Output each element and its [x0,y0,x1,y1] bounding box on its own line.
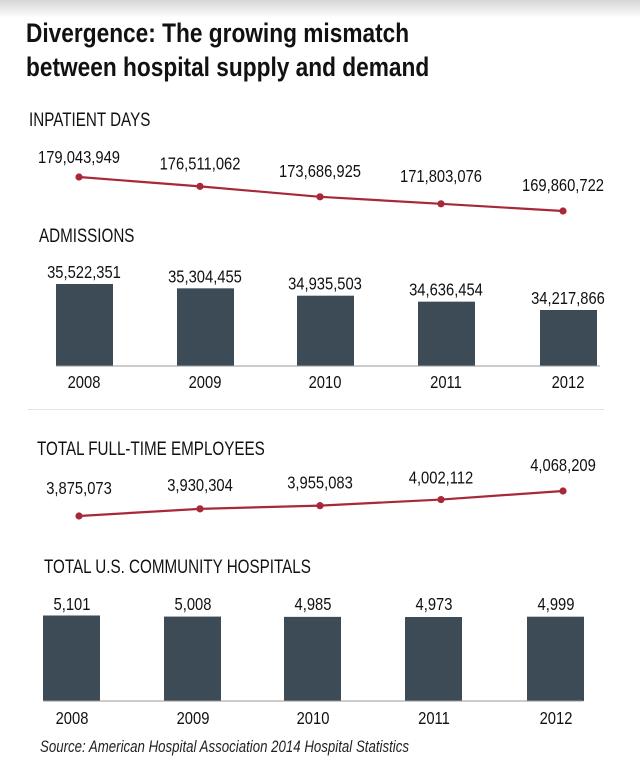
chart-3-bar-2012 [527,616,584,701]
chart-2-point-2008 [75,512,83,520]
chart-0-label-2008: 179,043,949 [38,148,120,168]
chart-3-xtick-2011: 2011 [418,709,450,729]
chart-3-xtick-2010: 2010 [297,709,330,729]
chart-0-point-2012 [559,207,567,215]
chart-3-value-2012: 4,999 [538,595,575,615]
chart-3-xtick-2009: 2009 [177,709,210,729]
chart-3-xtick-2012: 2012 [540,709,573,729]
chart-2-point-2011 [437,495,445,504]
chart-3-value-2010: 4,985 [295,595,332,615]
title-line-2: between hospital supply and demand [26,52,430,82]
chart-3-bar-2009 [164,616,221,701]
chart-0-point-2009 [196,182,204,190]
chart-0-point-2008 [75,173,83,181]
chart-2-point-2010 [316,502,324,510]
chart-1-bar-2011 [418,301,475,366]
chart-1-xtick-2011: 2011 [430,373,462,393]
chart-1-value-2012: 34,217,866 [531,289,605,309]
source-note: Source: American Hospital Association 20… [40,737,410,756]
section-divider [28,409,604,410]
page-title: Divergence: The growing mismatch between… [26,16,429,84]
top-shade [0,0,640,18]
admissions-title: ADMISSIONS [39,226,135,247]
chart-3-value-2009: 5,008 [175,595,212,615]
chart-1-bar-2012 [540,310,597,366]
chart-3-value-2011: 4,973 [416,595,453,615]
chart-1-bar-2008 [56,284,113,366]
chart-3-xtick-2008: 2008 [56,709,89,729]
chart-1-xtick-2010: 2010 [309,373,342,393]
chart-1-xtick-2008: 2008 [68,373,101,393]
chart-3-bar-2010 [284,616,341,701]
hospitals-title: TOTAL U.S. COMMUNITY HOSPITALS [44,557,311,578]
chart-1-bar-2009 [177,288,234,366]
chart-0-label-2009: 176,511,062 [160,154,241,174]
chart-0-point-2010 [316,193,324,201]
chart-2-point-2012 [559,487,567,495]
chart-3-value-2008: 5,101 [54,595,91,615]
chart-2-point-2009 [196,505,204,513]
chart-3-bar-2011 [405,617,462,701]
chart-1-value-2008: 35,522,351 [47,263,121,283]
chart-1-xtick-2009: 2009 [189,373,222,393]
chart-0-point-2011 [437,200,445,208]
chart-1-value-2009: 35,304,455 [168,267,242,287]
chart-2-label-2009: 3,930,304 [167,476,233,496]
chart-2-label-2011: 4,002,112 [409,468,473,488]
chart-2-label-2008: 3,875,073 [46,479,112,499]
chart-1-bar-2010 [297,295,354,366]
title-line-1: Divergence: The growing mismatch [26,18,410,48]
chart-0-label-2010: 173,686,925 [279,162,361,182]
chart-1-xtick-2012: 2012 [552,373,585,393]
chart-0-label-2011: 171,803,076 [400,166,482,186]
chart-1-value-2011: 34,636,454 [409,280,483,300]
chart-2-label-2012: 4,068,209 [530,456,596,476]
inpatient-days-title: INPATIENT DAYS [29,110,151,131]
employees-title: TOTAL FULL-TIME EMPLOYEES [37,439,265,460]
chart-3-bar-2008 [43,615,100,701]
chart-0-label-2012: 169,860,722 [522,176,604,196]
chart-2-label-2010: 3,955,083 [287,473,353,493]
chart-1-value-2010: 34,935,503 [288,274,362,294]
